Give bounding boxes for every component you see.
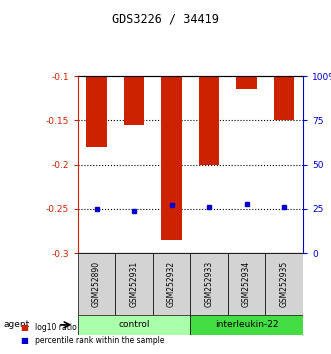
Text: log10 ratio: log10 ratio [35,323,76,332]
Bar [153,253,190,315]
Text: agent: agent [3,320,29,329]
Text: percentile rank within the sample: percentile rank within the sample [35,336,164,346]
Bar [78,315,190,335]
Text: control: control [118,320,150,329]
Text: ■: ■ [20,323,28,332]
Text: ■: ■ [20,336,28,346]
Bar [115,253,153,315]
Text: GSM252932: GSM252932 [167,261,176,307]
Bar [274,76,294,120]
Text: interleukin-22: interleukin-22 [215,320,278,329]
Bar [86,76,107,147]
Bar [236,76,257,89]
Bar [199,76,219,165]
Bar [78,253,115,315]
Bar [265,253,303,315]
Bar [124,76,144,125]
Bar [161,76,182,240]
Text: GSM252935: GSM252935 [280,261,289,307]
Text: GSM252931: GSM252931 [129,261,139,307]
Bar [190,315,303,335]
Text: GSM252933: GSM252933 [205,261,213,307]
Bar [228,253,265,315]
Bar [190,253,228,315]
Text: GSM252934: GSM252934 [242,261,251,307]
Text: GSM252890: GSM252890 [92,261,101,307]
Text: GDS3226 / 34419: GDS3226 / 34419 [112,12,219,25]
